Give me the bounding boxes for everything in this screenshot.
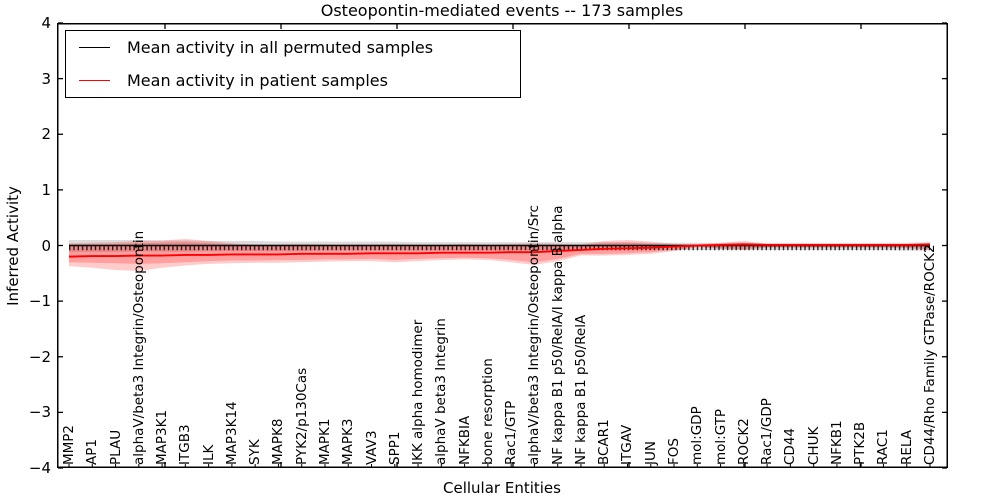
x-tick-label: CHUK <box>805 426 822 465</box>
x-tick-label: mol:GTP <box>712 408 729 465</box>
x-tick-label: AP1 <box>84 439 101 465</box>
x-tick-label: SYK <box>247 439 264 465</box>
y-tick-label: 4 <box>41 14 51 32</box>
x-tick-label: MAP3K1 <box>154 409 171 465</box>
x-tick-label: Rac1/GDP <box>759 398 776 465</box>
x-tick-label: BCAR1 <box>596 419 613 465</box>
legend-label: Mean activity in patient samples <box>127 71 388 90</box>
x-tick-label: ROCK2 <box>735 418 752 465</box>
x-tick-label: alphaV beta3 Integrin <box>433 318 450 465</box>
x-tick-label: CD44 <box>782 428 799 465</box>
y-tick-label: 2 <box>41 125 51 144</box>
x-tick-label: NF kappa B1 p50/RelA <box>572 314 589 465</box>
patient-line-swatch <box>79 80 110 81</box>
x-tick-label: NF kappa B1 p50/RelA/I kappa B alpha <box>549 205 566 465</box>
x-tick-label: alphaV/beta3 Integrin/Osteopontin <box>130 230 147 465</box>
x-tick-label: JUN <box>642 441 659 465</box>
x-tick-label: MAPK1 <box>316 418 333 465</box>
axes-frame <box>57 23 948 468</box>
x-tick-label: ITGB3 <box>177 424 194 465</box>
x-tick-label: NFKBIA <box>456 415 473 465</box>
legend-item-patient: Mean activity in patient samples <box>66 64 520 97</box>
x-tick-label: ILK <box>200 444 217 465</box>
x-tick-label: mol:GDP <box>689 406 706 465</box>
x-tick-label: Rac1/GTP <box>503 400 520 465</box>
x-tick-label: IKK alpha homodimer <box>410 319 427 465</box>
x-tick-label: CD44/Rho Family GTPase/ROCK2 <box>922 244 938 465</box>
x-tick-label: MAPK8 <box>270 418 287 465</box>
x-tick-label: VAV3 <box>363 430 380 465</box>
x-tick-label: NFKB1 <box>828 420 845 465</box>
y-tick-label: −3 <box>28 403 51 422</box>
x-tick-label: PYK2/p130Cas <box>293 367 310 465</box>
x-axis-label: Cellular Entities <box>443 479 561 497</box>
x-tick-label: RELA <box>898 430 915 465</box>
x-tick-label: PLAU <box>107 429 124 465</box>
x-tick-label: SPP1 <box>386 431 403 465</box>
chart-title: Osteopontin-mediated events -- 173 sampl… <box>320 1 684 20</box>
y-tick-label: 0 <box>41 236 51 255</box>
legend-item-permuted: Mean activity in all permuted samples <box>66 31 520 64</box>
y-tick-label: 1 <box>41 180 51 199</box>
legend-label: Mean activity in all permuted samples <box>127 38 434 57</box>
x-tick-label: bone resorption <box>479 358 496 465</box>
y-tick-label: −1 <box>28 292 51 311</box>
x-tick-label: PTK2B <box>852 421 869 465</box>
permuted-line-swatch <box>79 47 110 48</box>
x-tick-label: MAP3K14 <box>223 401 240 465</box>
patient-mean-line <box>68 243 931 258</box>
legend: Mean activity in all permuted samples Me… <box>65 30 521 98</box>
x-tick-label: MAPK3 <box>340 418 357 465</box>
x-tick-label: MMP2 <box>61 424 77 465</box>
x-tick-label: RAC1 <box>875 429 892 465</box>
y-tick-label: −2 <box>28 347 51 366</box>
x-tick-label: ITGAV <box>619 424 636 465</box>
y-tick-label: −4 <box>28 459 51 477</box>
x-tick-label: FOS <box>666 438 683 465</box>
x-tick-label: alphaV/beta3 Integrin/Osteopontin/Src <box>526 205 543 465</box>
y-tick-label: 3 <box>41 69 51 88</box>
